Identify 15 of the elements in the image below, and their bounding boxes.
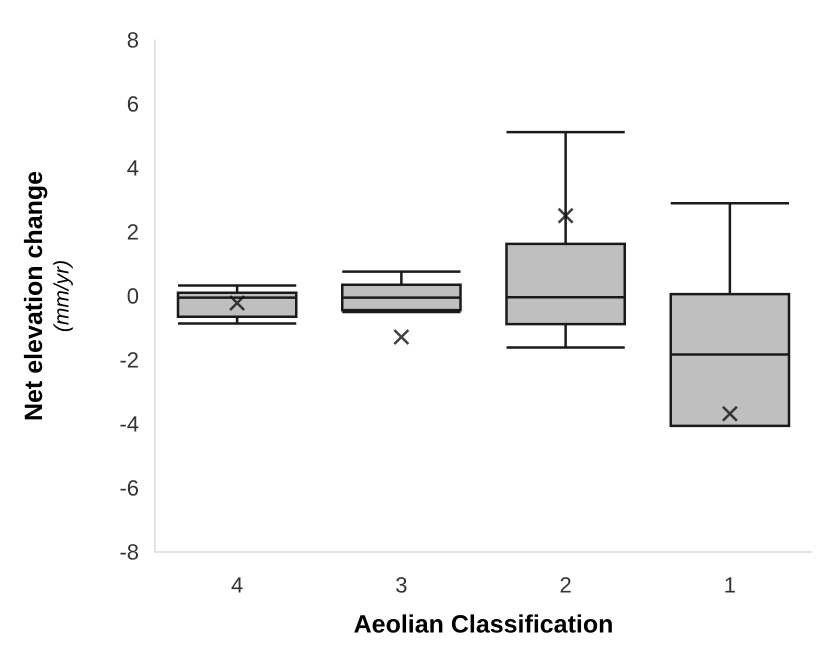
y-tick-label: 6: [126, 92, 139, 116]
y-tick-label: -8: [119, 540, 139, 564]
x-tick-label: 3: [395, 572, 408, 598]
y-tick-label: -4: [119, 412, 139, 436]
x-axis-title: Aeolian Classification: [354, 610, 614, 638]
x-tick-label: 1: [724, 572, 736, 598]
y-tick-label: -6: [119, 476, 139, 500]
x-tick-label: 4: [231, 572, 244, 598]
y-tick-label: 8: [126, 28, 139, 52]
y-tick-label: 2: [126, 220, 139, 244]
y-tick-label: -2: [119, 348, 139, 372]
y-tick-label: 4: [126, 156, 139, 180]
y-tick-label: 0: [126, 284, 139, 308]
y-axis-title: Net elevation change (mm/yr): [20, 170, 74, 422]
x-tick-label: 2: [560, 572, 572, 598]
